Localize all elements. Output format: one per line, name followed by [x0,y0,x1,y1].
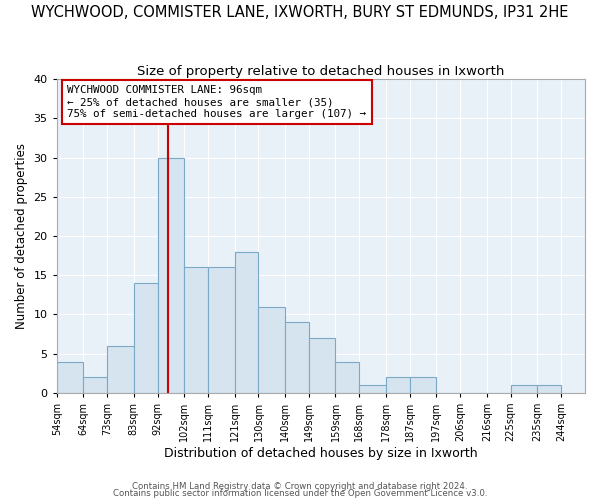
Bar [208,268,235,393]
Text: WYCHWOOD COMMISTER LANE: 96sqm
← 25% of detached houses are smaller (35)
75% of : WYCHWOOD COMMISTER LANE: 96sqm ← 25% of … [67,86,366,118]
Bar [57,362,83,393]
Bar [83,377,107,393]
Bar [537,385,561,393]
Bar [134,283,158,393]
Bar [285,322,309,393]
Title: Size of property relative to detached houses in Ixworth: Size of property relative to detached ho… [137,65,505,78]
Bar [511,385,537,393]
Bar [410,377,436,393]
X-axis label: Distribution of detached houses by size in Ixworth: Distribution of detached houses by size … [164,447,478,460]
Y-axis label: Number of detached properties: Number of detached properties [15,143,28,329]
Bar [259,306,285,393]
Bar [335,362,359,393]
Text: Contains HM Land Registry data © Crown copyright and database right 2024.: Contains HM Land Registry data © Crown c… [132,482,468,491]
Bar [235,252,259,393]
Text: Contains public sector information licensed under the Open Government Licence v3: Contains public sector information licen… [113,490,487,498]
Bar [359,385,386,393]
Text: WYCHWOOD, COMMISTER LANE, IXWORTH, BURY ST EDMUNDS, IP31 2HE: WYCHWOOD, COMMISTER LANE, IXWORTH, BURY … [31,5,569,20]
Bar [184,268,208,393]
Bar [158,158,184,393]
Bar [107,346,134,393]
Bar [309,338,335,393]
Bar [386,377,410,393]
